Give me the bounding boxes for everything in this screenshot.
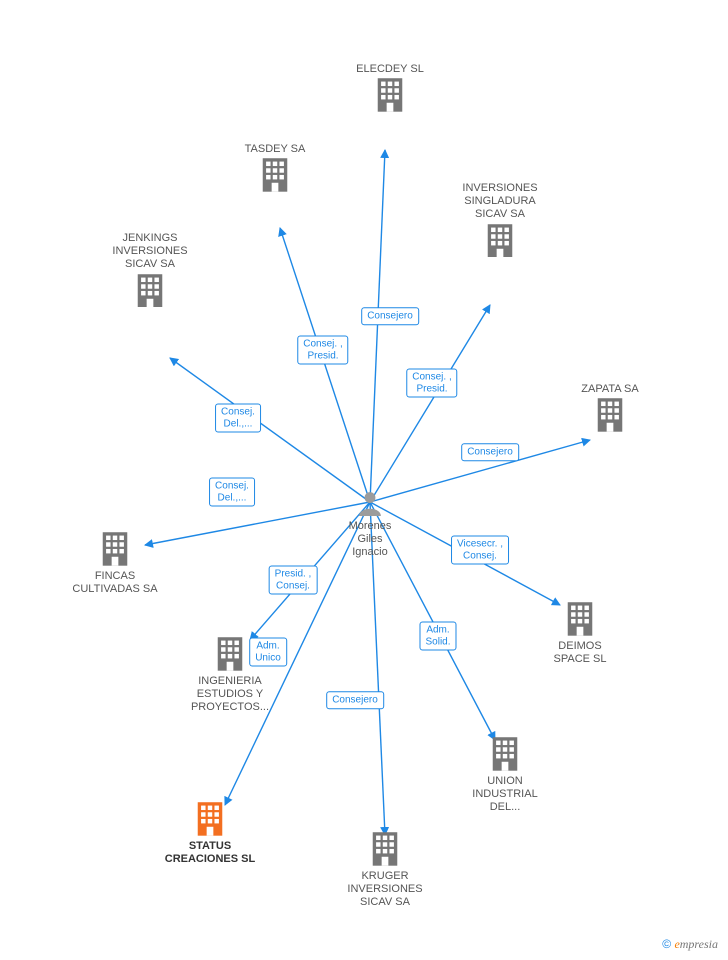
edge-label-status: Adm.Unico	[249, 638, 287, 667]
edge-label-kruger: Consejero	[326, 691, 384, 709]
company-node-deimos: DEIMOS SPACE SL	[520, 600, 640, 666]
center-label: Morenes Giles Ignacio	[325, 520, 415, 560]
company-label: TASDEY SA	[215, 143, 335, 156]
person-icon	[357, 490, 383, 516]
company-node-tasdey: TASDEY SA	[215, 143, 335, 196]
building-icon	[483, 222, 517, 258]
company-label: UNION INDUSTRIAL DEL...	[445, 775, 565, 815]
company-label: FINCAS CULTIVADAS SA	[55, 570, 175, 596]
company-label: INGENIERIA ESTUDIOS Y PROYECTOS...	[170, 675, 290, 715]
company-node-singladura: INVERSIONES SINGLADURA SICAV SA	[440, 182, 560, 261]
company-node-zapata: ZAPATA SA	[550, 383, 670, 436]
company-node-union: UNION INDUSTRIAL DEL...	[445, 735, 565, 814]
edge-label-ingenieria: Presid. ,Consej.	[269, 566, 318, 595]
edge-label-union: Adm.Solid.	[419, 622, 456, 651]
brand-rest: mpresia	[680, 937, 718, 951]
building-icon	[193, 800, 227, 836]
edge-tasdey	[280, 228, 370, 502]
edge-label-tasdey: Consej. ,Presid.	[297, 336, 348, 365]
credit: © empresia	[662, 937, 718, 952]
building-icon	[373, 76, 407, 112]
edge-label-deimos: Vicesecr. ,Consej.	[451, 536, 509, 565]
building-icon	[98, 530, 132, 566]
company-node-fincas: FINCAS CULTIVADAS SA	[55, 530, 175, 596]
building-icon	[563, 600, 597, 636]
company-node-kruger: KRUGER INVERSIONES SICAV SA	[325, 830, 445, 909]
diagram-canvas	[0, 0, 728, 960]
building-icon	[213, 635, 247, 671]
edge-elecdey	[370, 150, 385, 502]
building-icon	[488, 735, 522, 771]
company-label: JENKINGS INVERSIONES SICAV SA	[90, 232, 210, 272]
company-label: ZAPATA SA	[550, 383, 670, 396]
company-label: STATUS CREACIONES SL	[150, 840, 270, 866]
building-icon	[133, 272, 167, 308]
edge-singladura	[370, 305, 490, 502]
building-icon	[258, 156, 292, 192]
company-label: KRUGER INVERSIONES SICAV SA	[325, 870, 445, 910]
edge-jenkings	[170, 358, 370, 502]
company-node-status: STATUS CREACIONES SL	[150, 800, 270, 866]
company-label: INVERSIONES SINGLADURA SICAV SA	[440, 182, 560, 222]
company-label: ELECDEY SL	[330, 63, 450, 76]
company-node-jenkings: JENKINGS INVERSIONES SICAV SA	[90, 232, 210, 311]
edge-label-zapata: Consejero	[461, 443, 519, 461]
company-label: DEIMOS SPACE SL	[520, 640, 640, 666]
company-node-elecdey: ELECDEY SL	[330, 63, 450, 116]
edge-label-singladura: Consej. ,Presid.	[406, 369, 457, 398]
edge-label-elecdey: Consejero	[361, 307, 419, 325]
building-icon	[368, 830, 402, 866]
center-person-node: Morenes Giles Ignacio	[325, 490, 415, 560]
edge-label-jenkings: Consej.Del.,...	[215, 404, 261, 433]
copyright-symbol: ©	[662, 937, 671, 951]
building-icon	[593, 396, 627, 432]
edge-label-fincas: Consej.Del.,...	[209, 478, 255, 507]
